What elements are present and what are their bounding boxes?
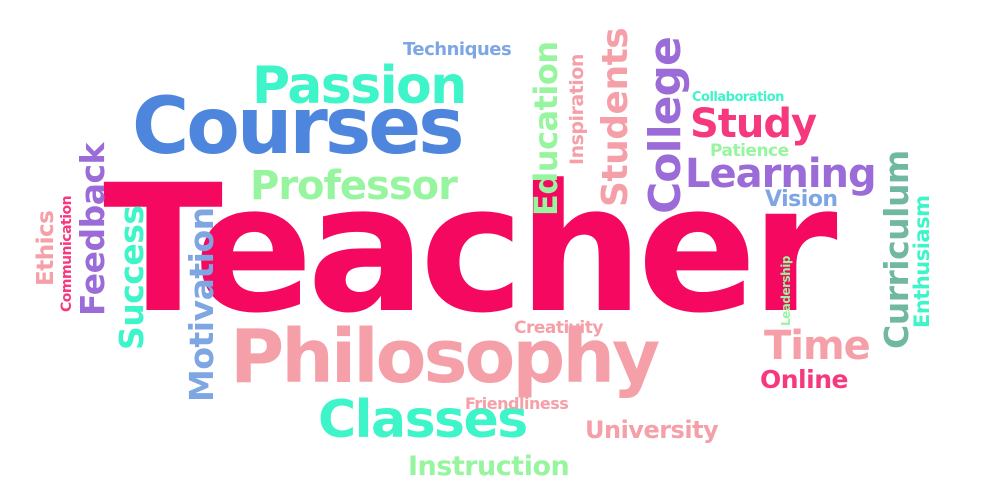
- word-success: Success: [112, 205, 151, 350]
- word-curriculum: Curriculum: [877, 150, 916, 349]
- word-university: University: [585, 416, 719, 444]
- word-motivation: Motivation: [182, 207, 221, 402]
- word-professor: Professor: [250, 163, 458, 209]
- word-creativity: Creativity: [514, 318, 603, 338]
- word-patience: Patience: [710, 141, 789, 161]
- word-enthusiasm: Enthusiasm: [910, 195, 934, 328]
- word-feedback: Feedback: [73, 143, 112, 316]
- word-college: College: [640, 37, 691, 214]
- word-friendliness: Friendliness: [465, 394, 569, 413]
- word-communication: Communication: [59, 195, 75, 312]
- word-education: Education: [527, 41, 565, 216]
- word-leadership: Leadership: [779, 256, 793, 326]
- word-vision: Vision: [765, 187, 838, 212]
- word-passion: Passion: [252, 56, 467, 116]
- word-learning: Learning: [685, 151, 877, 197]
- word-online: Online: [760, 365, 848, 394]
- word-instruction: Instruction: [408, 451, 570, 482]
- word-inspiration: Inspiration: [566, 54, 588, 165]
- word-time: Time: [764, 323, 871, 369]
- word-collaboration: Collaboration: [692, 90, 784, 105]
- word-teacher: Teacher: [103, 147, 838, 352]
- word-classes: Classes: [318, 390, 528, 450]
- word-philosophy: Philosophy: [230, 314, 660, 400]
- word-ethics: Ethics: [33, 210, 59, 286]
- word-students: Students: [595, 27, 636, 207]
- word-techniques: Techniques: [403, 39, 512, 60]
- word-courses: Courses: [132, 82, 465, 172]
- word-study: Study: [690, 101, 817, 147]
